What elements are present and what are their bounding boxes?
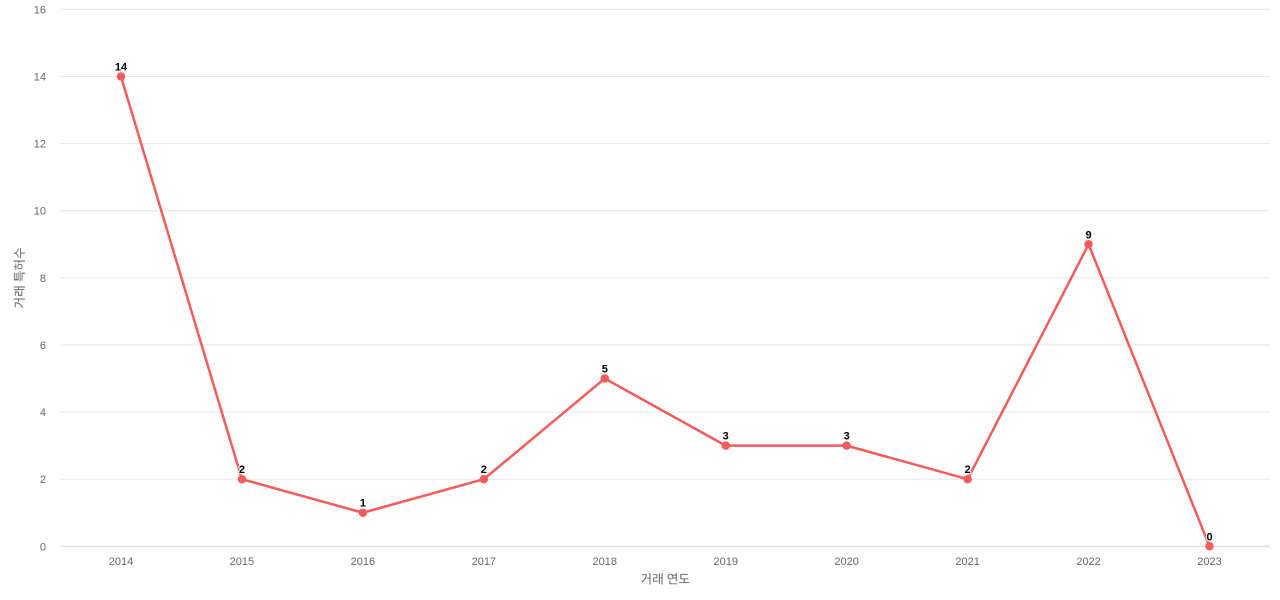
y-tick-label: 10	[34, 206, 46, 218]
y-tick-label: 4	[40, 407, 46, 419]
x-tick-label: 2023	[1197, 556, 1221, 568]
data-point-marker[interactable]	[842, 441, 851, 450]
axis-title-glyph	[13, 298, 26, 308]
data-point-marker[interactable]	[721, 441, 730, 450]
data-point-label: 1	[360, 498, 366, 510]
y-axis-tick-labels: 0 2 4 6 8 10 12 14 16	[34, 4, 46, 553]
axis-title-glyph	[13, 271, 26, 282]
data-point-label: 3	[844, 431, 850, 443]
axis-title-glyph	[667, 573, 678, 585]
y-axis-title	[13, 247, 26, 308]
data-point-label: 5	[602, 364, 608, 376]
data-point-label: 2	[481, 464, 487, 476]
axis-title-glyph	[13, 286, 26, 296]
x-tick-label: 2021	[955, 556, 979, 568]
x-tick-label: 2014	[109, 556, 133, 568]
data-point-label: 2	[965, 464, 971, 476]
data-point-label: 3	[723, 431, 729, 443]
data-point-label: 14	[115, 62, 128, 74]
axis-title-glyph	[13, 260, 26, 271]
axis-title-glyph	[678, 573, 690, 584]
data-point-marker[interactable]	[479, 474, 489, 484]
y-tick-label: 2	[40, 474, 46, 486]
y-tick-label: 14	[34, 72, 46, 84]
y-tick-label: 6	[40, 340, 46, 352]
y-tick-label: 12	[34, 139, 46, 151]
y-tick-label: 0	[40, 541, 46, 553]
x-tick-label: 2015	[230, 556, 254, 568]
x-tick-label: 2020	[834, 556, 858, 568]
data-point-marker[interactable]	[237, 474, 247, 484]
x-axis-title	[641, 572, 690, 585]
data-point-label: 9	[1086, 229, 1092, 241]
data-point-marker[interactable]	[1205, 542, 1214, 551]
data-point-marker[interactable]	[116, 72, 126, 81]
series-markers	[116, 72, 1214, 551]
x-tick-label: 2022	[1076, 556, 1100, 568]
y-tick-label: 8	[40, 273, 46, 285]
data-point-marker[interactable]	[963, 474, 972, 484]
x-tick-label: 2018	[593, 556, 617, 568]
x-axis-tick-labels: 2014 2015 2016 2017 2018 2019 2020 2021 2022 2023	[109, 556, 1222, 568]
x-tick-label: 2019	[713, 556, 737, 568]
data-point-label: 2	[239, 464, 245, 476]
y-tick-label: 16	[34, 4, 46, 16]
data-point-label: 0	[1206, 531, 1212, 543]
axis-title-glyph	[641, 573, 651, 585]
axis-title-glyph	[14, 247, 26, 259]
y-gridlines	[60, 8, 1270, 480]
series-data-labels: 14 2 1 2 5 3 3 2 9 0	[114, 61, 1214, 545]
data-point-marker[interactable]	[600, 374, 610, 383]
x-tick-label: 2016	[351, 556, 375, 568]
x-tick-label: 2017	[472, 556, 496, 568]
data-point-marker[interactable]	[1084, 240, 1093, 249]
axis-title-glyph	[653, 572, 663, 585]
series-line	[119, 75, 1211, 548]
data-point-marker[interactable]	[358, 508, 368, 517]
